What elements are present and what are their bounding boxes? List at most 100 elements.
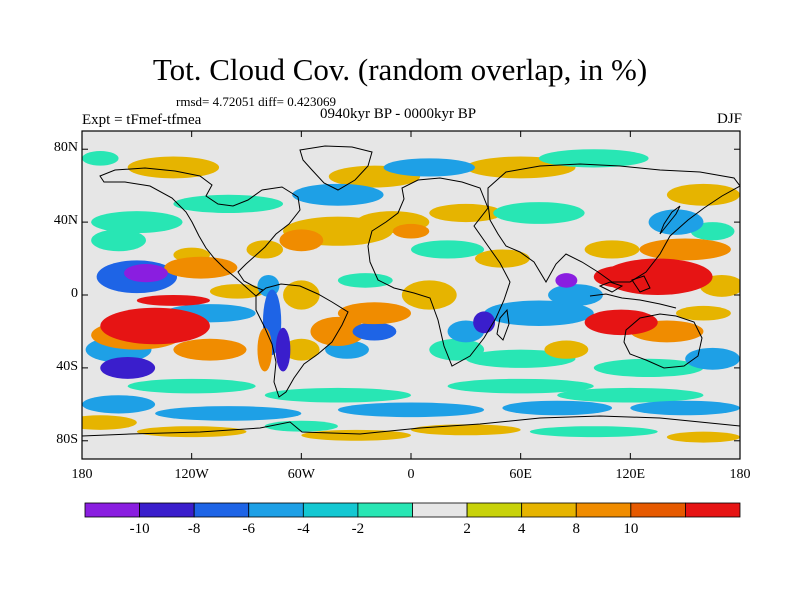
map-title: Tot. Cloud Cov. (random overlap, in %) (152, 52, 648, 87)
longitude-tick-label: 180 (729, 467, 751, 482)
colorbar-swatch (302, 502, 359, 518)
field-anomaly-region (91, 229, 146, 252)
field-anomaly-region (301, 429, 411, 441)
coastlines (82, 145, 740, 437)
field-anomaly-region (264, 420, 338, 432)
field-anomaly-region (429, 203, 503, 223)
field-anomaly-region (630, 400, 740, 416)
field-anomaly-region (279, 229, 324, 252)
field-anomaly-region (392, 223, 430, 239)
field-anomaly-region (411, 240, 485, 259)
field-anomaly-region (257, 327, 273, 372)
field-anomaly-region (593, 358, 704, 377)
field-anomaly-region (593, 265, 649, 288)
coast-south-america (255, 283, 349, 398)
field-anomaly-region (82, 395, 156, 414)
colorbar-swatch (575, 502, 632, 518)
field-anomaly-region (584, 309, 658, 336)
field-anomaly-region (283, 280, 320, 310)
colorbar-swatch (630, 502, 686, 518)
latitude-tick-label: 0 (71, 286, 78, 301)
coast-africa-europe (367, 177, 511, 367)
colorbar-label: 8 (572, 521, 581, 537)
field-anomaly-region (401, 280, 457, 310)
longitude-tick-label: 60W (287, 467, 315, 482)
field-anomaly-region (484, 300, 594, 326)
latitude-tick-label: 80N (53, 140, 78, 156)
longitude-tick-label: 60E (509, 467, 532, 482)
coast-australia (623, 313, 703, 369)
field-anomaly-region (82, 151, 119, 166)
field-anomaly-region (127, 156, 220, 179)
field-anomaly-region (666, 183, 740, 206)
coast-north-america (99, 167, 301, 297)
coast-antarctica (82, 415, 740, 437)
field-anomaly-region (209, 284, 265, 299)
longitude-tick-label: 120E (615, 467, 646, 482)
latitude-tick-label: 40N (53, 213, 78, 229)
field-anomaly-region (246, 240, 284, 259)
field-anomaly-region (493, 202, 585, 224)
field-anomaly-region (283, 338, 320, 361)
stats-line: rmsd= 4.72051 diff= 0.423069 (176, 94, 336, 109)
field-anomaly-region (337, 273, 393, 288)
colorbar-label: 10 (623, 521, 639, 537)
field-anomaly-region (124, 264, 168, 283)
field-anomaly-region (264, 387, 411, 403)
colorbar-swatch (521, 502, 577, 518)
period-label: 0940kyr BP - 0000kyr BP (320, 106, 477, 122)
cloud-cover-field (82, 149, 740, 443)
coast-asia (487, 163, 740, 283)
field-anomaly-region (666, 431, 740, 443)
field-anomaly-region (136, 295, 210, 306)
latitude-tick-label: 40S (56, 358, 78, 374)
field-anomaly-region (447, 378, 594, 394)
field-anomaly-region (127, 378, 256, 394)
colorbar-swatch (357, 502, 413, 518)
field-anomaly-region (544, 340, 589, 359)
field-anomaly-region (383, 158, 475, 177)
colorbar-label: -4 (297, 521, 310, 537)
longitude-tick-label: 120W (174, 467, 209, 482)
field-anomaly-region (538, 149, 649, 168)
colorbar-swatch (248, 502, 304, 518)
latitude-tick-label: 80S (56, 431, 78, 447)
field-anomaly-region (275, 327, 291, 372)
coast-madagascar (496, 308, 510, 341)
field-anomaly-region (173, 338, 247, 361)
field-anomaly-region (557, 387, 704, 403)
field-anomaly-region (474, 249, 530, 268)
field-anomaly-region (337, 302, 412, 325)
colorbar-swatch (685, 502, 741, 518)
coast-greenland (299, 145, 373, 191)
colorbar-swatch (139, 502, 195, 518)
field-anomaly-region (164, 256, 238, 279)
field-anomaly-region (352, 322, 397, 341)
field-anomaly-region (529, 426, 658, 438)
field-anomaly-region (292, 183, 384, 206)
colorbar-label: -6 (242, 521, 256, 537)
field-anomaly-region (548, 284, 603, 306)
colorbar-label: -8 (187, 521, 201, 537)
season-label: DJF (716, 111, 742, 127)
field-anomaly-region (155, 406, 302, 421)
colorbar-swatch (412, 502, 468, 518)
colorbar-label: -2 (351, 521, 365, 537)
colorbar-label: -10 (129, 521, 150, 537)
coast-maritime-continent (589, 275, 677, 309)
colorbar-swatch (193, 502, 250, 518)
field-anomaly-region (639, 238, 731, 261)
colorbar-swatch (84, 502, 140, 518)
field-anomaly-region (676, 305, 731, 321)
field-anomaly-region (555, 273, 578, 288)
field-anomaly-region (502, 400, 613, 416)
field-anomaly-region (100, 356, 156, 379)
colorbar-swatch (466, 502, 523, 518)
field-anomaly-region (136, 426, 247, 438)
field-anomaly-region (411, 424, 521, 436)
field-anomaly-region (584, 240, 640, 259)
field-anomaly-region (473, 311, 496, 334)
field-anomaly-region (82, 415, 137, 430)
longitude-tick-label: 180 (71, 467, 93, 482)
